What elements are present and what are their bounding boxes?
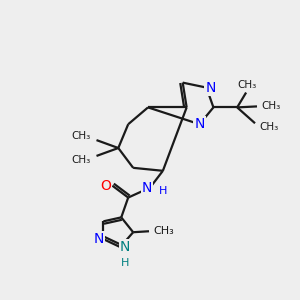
- Text: CH₃: CH₃: [71, 155, 91, 165]
- Text: CH₃: CH₃: [71, 131, 91, 141]
- Text: N: N: [120, 240, 130, 254]
- Text: N: N: [205, 81, 216, 94]
- Text: N: N: [142, 181, 152, 195]
- Text: O: O: [100, 179, 111, 193]
- Text: H: H: [121, 258, 129, 268]
- Text: CH₃: CH₃: [261, 101, 280, 111]
- Text: CH₃: CH₃: [238, 80, 257, 90]
- Text: N: N: [93, 232, 104, 246]
- Text: CH₃: CH₃: [259, 122, 278, 132]
- Text: H: H: [159, 186, 167, 196]
- Text: N: N: [194, 117, 205, 131]
- Text: CH₃: CH₃: [153, 226, 174, 236]
